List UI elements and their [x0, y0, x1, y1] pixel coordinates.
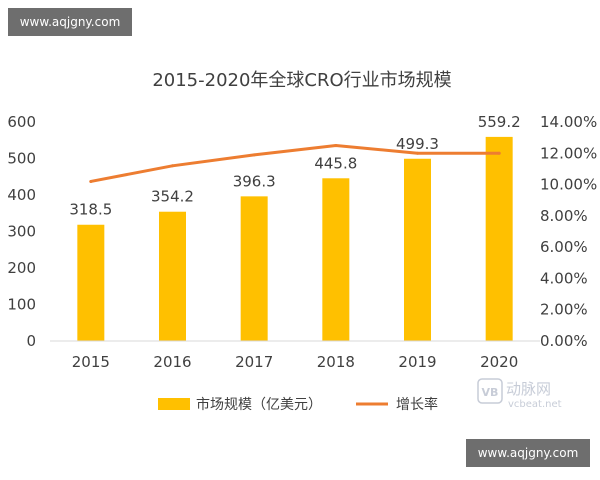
y-axis-tick-label: 0 — [26, 332, 36, 350]
bar-data-label: 499.3 — [396, 135, 439, 153]
bar-data-label: 559.2 — [478, 113, 521, 131]
growth-line-point — [334, 143, 338, 147]
y-axis-tick-label: 600 — [7, 113, 36, 131]
y2-axis-tick-label: 8.00% — [540, 207, 588, 225]
legend: 市场规模（亿美元） 增长率 — [158, 396, 438, 413]
bar — [77, 224, 105, 341]
logo-domain: vcbeat.net — [508, 399, 562, 410]
y2-axis-tick-label: 10.00% — [540, 176, 597, 194]
bar — [322, 178, 350, 341]
x-axis-ticks: 2015 2016 2017 2018 2019 2020 — [72, 353, 519, 371]
bars — [77, 136, 513, 341]
x-axis-tick-label: 2015 — [72, 353, 110, 371]
legend-line-label: 增长率 — [396, 396, 438, 413]
bar — [485, 136, 513, 341]
logo-name: 动脉网 — [506, 380, 551, 398]
y2-axis-tick-label: 2.00% — [540, 301, 588, 319]
x-axis-tick-label: 2019 — [398, 353, 436, 371]
growth-line-point — [497, 151, 501, 155]
bar — [240, 196, 268, 341]
legend-bar-label: 市场规模（亿美元） — [196, 396, 322, 413]
y-axis-tick-label: 500 — [7, 150, 36, 168]
chart-title: 2015-2020年全球CRO行业市场规模 — [152, 70, 451, 91]
y-axis-tick-label: 400 — [7, 186, 36, 204]
y-axis-tick-label: 200 — [7, 259, 36, 277]
bar-data-label: 318.5 — [69, 201, 112, 219]
x-axis-tick-label: 2018 — [317, 353, 355, 371]
bar-data-label: 396.3 — [233, 172, 276, 190]
watermark-top: www.aqjgny.com — [8, 8, 132, 36]
y2-axis-tick-label: 12.00% — [540, 144, 597, 162]
bar — [404, 158, 431, 341]
bar-data-label: 445.8 — [314, 154, 357, 172]
bar-data-labels: 318.5 354.2 396.3 445.8 499.3 559.2 — [69, 113, 520, 219]
x-axis-tick-label: 2017 — [235, 353, 273, 371]
growth-line-point — [89, 179, 93, 183]
x-axis-tick-label: 2020 — [480, 353, 518, 371]
watermark-bottom: www.aqjgny.com — [466, 439, 590, 467]
y2-axis-tick-label: 6.00% — [540, 238, 588, 256]
right-axis-ticks: 0.00% 2.00% 4.00% 6.00% 8.00% 10.00% 12.00% 14.… — [540, 113, 597, 350]
bar — [159, 211, 186, 341]
growth-line-point — [416, 151, 419, 155]
y-axis-tick-label: 300 — [7, 223, 36, 241]
growth-line-series — [89, 143, 501, 183]
left-axis-ticks: 0 100 200 300 400 500 600 — [7, 113, 36, 350]
y2-axis-tick-label: 4.00% — [540, 269, 588, 287]
y2-axis-tick-label: 0.00% — [540, 332, 588, 350]
x-axis-tick-label: 2016 — [153, 353, 191, 371]
legend-bar-swatch — [158, 398, 190, 410]
logo-icon — [477, 378, 503, 404]
y2-axis-tick-label: 14.00% — [540, 113, 597, 131]
growth-line-point — [252, 153, 256, 157]
growth-line-point — [171, 164, 174, 168]
logo-icon-text: VB — [482, 386, 499, 399]
y-axis-tick-label: 100 — [7, 296, 36, 314]
vcbeat-logo: VB 动脉网 vcbeat.net — [477, 378, 562, 410]
growth-line — [89, 143, 501, 183]
bar-data-label: 354.2 — [151, 188, 194, 206]
